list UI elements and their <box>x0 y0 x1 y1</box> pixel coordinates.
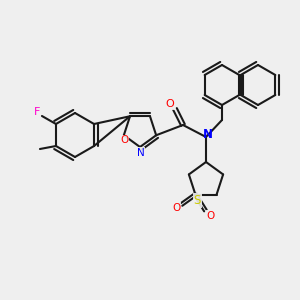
Text: F: F <box>34 107 40 117</box>
Text: O: O <box>172 202 181 213</box>
Text: N: N <box>203 128 213 140</box>
Text: O: O <box>166 99 174 109</box>
Text: O: O <box>121 135 129 145</box>
Text: N: N <box>137 148 145 158</box>
Text: S: S <box>194 194 201 207</box>
Text: O: O <box>206 211 214 220</box>
